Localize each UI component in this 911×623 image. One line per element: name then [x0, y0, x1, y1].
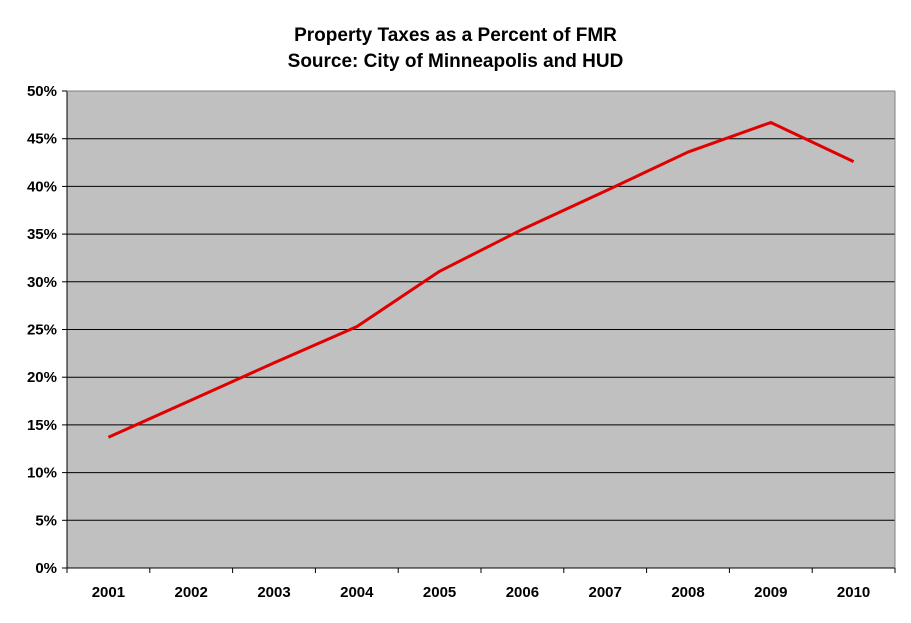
x-tick-labels: 2001 2002 2003 2004 2005 2006 2007 2008 2009 2010 — [66, 568, 896, 601]
x-tick-label: 2008 — [671, 584, 704, 601]
y-tick-label: 15% — [27, 417, 57, 434]
chart-title: Property Taxes as a Percent of FMR — [294, 25, 617, 46]
y-tick-label: 40% — [27, 178, 57, 195]
y-tick-labels: 0% 5% 10% 15% 20% 25% 30% 35% 40% 45% 50% — [27, 83, 67, 577]
y-tick-label: 0% — [35, 560, 57, 577]
x-tick-label: 2009 — [754, 584, 787, 601]
x-tick-label: 2010 — [837, 584, 870, 601]
y-tick-label: 25% — [27, 322, 57, 339]
x-tick-label: 2006 — [506, 584, 539, 601]
chart-subtitle: Source: City of Minneapolis and HUD — [287, 51, 624, 72]
x-tick-label: 2003 — [257, 584, 290, 601]
gridlines — [67, 90, 895, 521]
series-layer — [107, 120, 855, 439]
y-tick-label: 30% — [27, 274, 57, 291]
y-tick-label: 45% — [27, 131, 57, 148]
x-tick-label: 2001 — [92, 584, 125, 601]
y-tick-label: 20% — [27, 369, 57, 386]
x-tick-label: 2007 — [589, 584, 622, 601]
x-tick-label: 2002 — [175, 584, 208, 601]
y-tick-label: 35% — [27, 226, 57, 243]
x-tick-label: 2005 — [423, 584, 456, 601]
y-tick-label: 50% — [27, 83, 57, 100]
y-tick-label: 10% — [27, 465, 57, 482]
x-tick-label: 2004 — [340, 584, 374, 601]
y-tick-label: 5% — [35, 512, 57, 529]
series-line — [107, 120, 855, 439]
